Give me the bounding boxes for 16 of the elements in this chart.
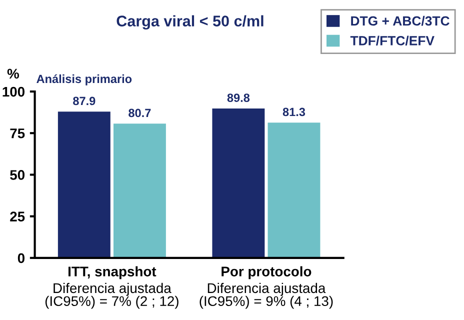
y-tick-label: 0 xyxy=(18,253,25,264)
legend-label: DTG + ABC/3TC xyxy=(351,16,450,26)
x-tick-label: ITT, snapshot Diferencia ajustada (IC95%) = 7% (2 ; 12) xyxy=(45,266,178,309)
y-tick-label: 25 xyxy=(10,212,25,222)
data-label: 80.7 xyxy=(128,108,151,118)
y-axis-title: % xyxy=(7,68,20,79)
x-tick-label: Por protocolo Diferencia ajustada (IC95%) = 9% (4 ; 13) xyxy=(200,266,333,309)
y-tick-label: 75 xyxy=(10,128,25,138)
chart-title: Carga viral < 50 c/ml xyxy=(116,15,264,30)
legend-label: TDF/FTC/EFV xyxy=(350,36,434,46)
y-tick-label: 50 xyxy=(10,170,25,180)
text: Análisis primario xyxy=(36,74,132,86)
data-label: 89.8 xyxy=(227,94,250,102)
y-tick-label: 100 xyxy=(2,86,25,97)
data-label: 87.9 xyxy=(73,96,96,106)
data-label: 81.3 xyxy=(282,108,306,116)
